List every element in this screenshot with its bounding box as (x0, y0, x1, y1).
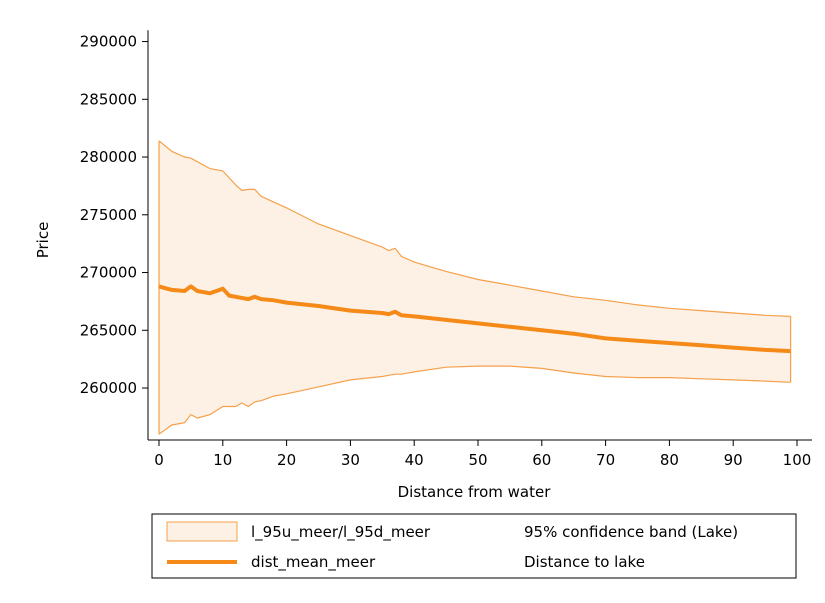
mean-line (158, 284, 791, 354)
y-tick-label: 260000 (80, 379, 137, 397)
x-tick-label: 50 (468, 451, 487, 469)
x-tick-label: 90 (724, 451, 743, 469)
band-upper-line (158, 140, 791, 317)
confidence-band (158, 140, 792, 435)
band-lower-line (158, 365, 791, 435)
y-tick-label: 290000 (80, 33, 137, 51)
y-tick-label: 285000 (80, 90, 137, 108)
x-axis-title: Distance from water (398, 483, 552, 501)
x-tick-label: 10 (213, 451, 232, 469)
x-tick-label: 70 (596, 451, 615, 469)
band-area (159, 140, 791, 435)
y-tick-label: 275000 (80, 206, 137, 224)
legend: l_95u_meer/l_95d_meer 95% confidence ban… (151, 513, 797, 579)
x-tick-label: 80 (660, 451, 679, 469)
x-tick-label: 40 (405, 451, 424, 469)
y-ticks: 260000 265000 270000 275000 280000 285000 2900… (80, 33, 148, 397)
x-ticks: 0 10 20 30 40 50 60 70 80 90 100 (154, 440, 811, 469)
x-tick-label: 20 (277, 451, 296, 469)
y-tick-label: 270000 (80, 264, 137, 282)
x-tick-label: 0 (154, 451, 164, 469)
y-axis-title: Price (34, 222, 52, 259)
legend-band-swatch (166, 521, 238, 542)
legend-band-label: 95% confidence band (Lake) (524, 523, 738, 541)
y-tick-label: 265000 (80, 321, 137, 339)
x-tick-label: 100 (783, 451, 812, 469)
y-tick-label: 280000 (80, 148, 137, 166)
legend-band-name: l_95u_meer/l_95d_meer (251, 523, 431, 542)
legend-line-label: Distance to lake (524, 553, 645, 571)
plot-area (147, 29, 812, 441)
mean-line-layer (158, 284, 791, 354)
x-tick-label: 30 (341, 451, 360, 469)
legend-line-name: dist_mean_meer (251, 553, 376, 572)
x-tick-label: 60 (532, 451, 551, 469)
legend-box (151, 513, 797, 579)
